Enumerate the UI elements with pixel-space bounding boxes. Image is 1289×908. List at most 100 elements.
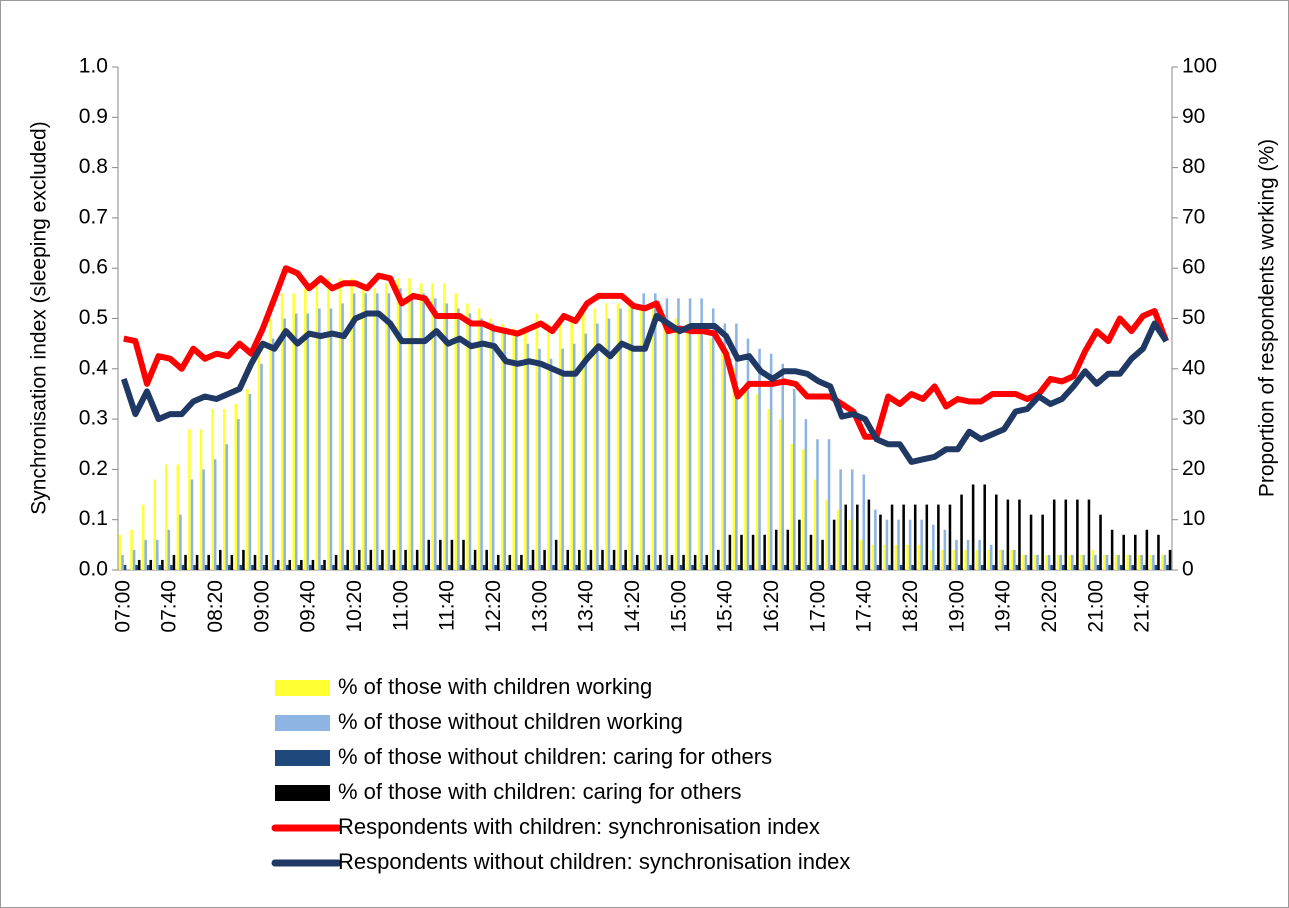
bar — [535, 313, 539, 570]
bar — [454, 293, 458, 570]
bar — [294, 313, 298, 570]
bar — [783, 564, 787, 570]
y2-tick-label: 50 — [1182, 306, 1205, 329]
bar — [635, 554, 639, 570]
bar — [1087, 499, 1091, 570]
bar — [975, 549, 979, 570]
bar — [218, 549, 222, 570]
bar — [529, 564, 532, 570]
bar — [285, 564, 289, 570]
bar — [323, 559, 326, 570]
bar — [937, 504, 940, 570]
y-tick-label: 0.8 — [79, 155, 108, 178]
bar — [740, 534, 743, 570]
bar — [659, 554, 662, 570]
bar — [401, 564, 405, 570]
bar — [697, 328, 701, 570]
bar — [720, 348, 724, 570]
bar — [827, 439, 831, 570]
bar — [364, 293, 368, 570]
bar — [674, 318, 678, 570]
bar — [619, 308, 622, 570]
bar — [735, 323, 738, 570]
bar — [1145, 529, 1149, 570]
bar — [670, 554, 674, 570]
y-tick-label: 0.6 — [79, 256, 108, 279]
bar — [489, 318, 492, 570]
bar — [276, 559, 280, 570]
bar — [723, 323, 727, 570]
bar — [825, 499, 828, 570]
bar — [306, 313, 310, 570]
bar — [1128, 554, 1132, 570]
bar — [202, 469, 205, 570]
bar — [350, 278, 353, 570]
bar — [1052, 499, 1056, 570]
bar — [343, 564, 347, 570]
bar — [179, 514, 182, 570]
bar — [311, 559, 315, 570]
bar — [1152, 554, 1155, 570]
bar — [894, 544, 898, 570]
bar — [688, 298, 692, 570]
bar — [902, 504, 905, 570]
bar — [709, 338, 712, 570]
bar — [605, 303, 608, 570]
bar — [269, 318, 272, 570]
y2-axis-title: Proportion of respondents working (%) — [1256, 139, 1279, 497]
y-tick-label: 0.1 — [79, 507, 108, 530]
bar — [346, 549, 349, 570]
bar — [531, 549, 535, 570]
bar — [450, 539, 454, 570]
bar — [992, 564, 996, 570]
bar — [520, 554, 523, 570]
bar — [584, 333, 588, 570]
x-tick-label: 21:40 — [1131, 580, 1154, 633]
y2-tick-label: 20 — [1182, 457, 1205, 480]
bar — [633, 564, 636, 570]
bar — [468, 313, 472, 570]
x-tick-label: 10:20 — [343, 580, 366, 633]
bar — [512, 328, 516, 570]
bar — [367, 564, 370, 570]
bar — [1114, 554, 1118, 570]
bar — [946, 564, 949, 570]
bar — [225, 444, 229, 570]
bar — [856, 504, 859, 570]
bar — [355, 564, 358, 570]
bar — [1015, 564, 1019, 570]
bar — [213, 459, 217, 570]
bar — [246, 388, 249, 570]
legend-swatch — [275, 715, 330, 731]
x-tick-label: 21:00 — [1084, 580, 1107, 633]
bar — [691, 564, 694, 570]
bar — [327, 278, 330, 570]
bar — [654, 293, 657, 570]
bar — [983, 484, 986, 570]
bar — [969, 564, 972, 570]
bar — [242, 549, 245, 570]
bar — [170, 564, 173, 570]
bar — [693, 554, 697, 570]
legend-label: Respondents with children: synchronisati… — [338, 814, 820, 839]
bar — [702, 564, 706, 570]
bar — [172, 554, 176, 570]
bar — [732, 368, 736, 570]
bar — [1126, 554, 1129, 570]
bar — [663, 318, 666, 570]
y2-tick-label: 60 — [1182, 256, 1205, 279]
bar — [410, 293, 414, 570]
bar — [361, 283, 365, 570]
bar — [471, 564, 474, 570]
bar — [1157, 534, 1160, 570]
bar — [621, 564, 625, 570]
bar — [802, 449, 805, 570]
bar — [563, 564, 567, 570]
bar — [818, 564, 822, 570]
bar — [964, 549, 967, 570]
bar — [378, 564, 382, 570]
bar — [1036, 554, 1039, 570]
bar — [862, 474, 866, 570]
bar — [705, 554, 709, 570]
bar — [957, 564, 961, 570]
